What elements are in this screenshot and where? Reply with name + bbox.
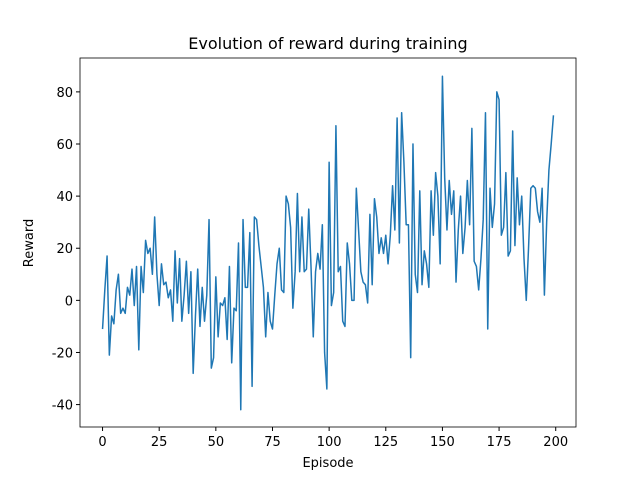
x-tick-label: 175 [487, 435, 512, 450]
data-line [101, 75, 555, 411]
y-tick-label: 60 [56, 138, 73, 153]
x-tick-label: 25 [151, 435, 168, 450]
y-tick-label: -40 [52, 399, 73, 414]
y-tick-label: 0 [65, 294, 73, 309]
x-tick-label: 50 [208, 435, 225, 450]
x-tick-label: 100 [317, 435, 342, 450]
x-tick-label: 150 [430, 435, 455, 450]
chart-title: Evolution of reward during training [188, 34, 467, 53]
y-tick-label: 40 [56, 190, 73, 205]
y-axis-label: Reward [22, 219, 37, 267]
x-tick-label: 200 [543, 435, 568, 450]
x-tick-label: 0 [98, 435, 106, 450]
y-tick-label: 20 [56, 242, 73, 257]
x-tick-label: 125 [373, 435, 398, 450]
y-tick-label: 80 [56, 86, 73, 101]
x-tick-label: 75 [264, 435, 281, 450]
axes-frame [79, 57, 577, 428]
x-axis-label: Episode [302, 456, 353, 471]
y-tick-label: -20 [52, 346, 73, 361]
